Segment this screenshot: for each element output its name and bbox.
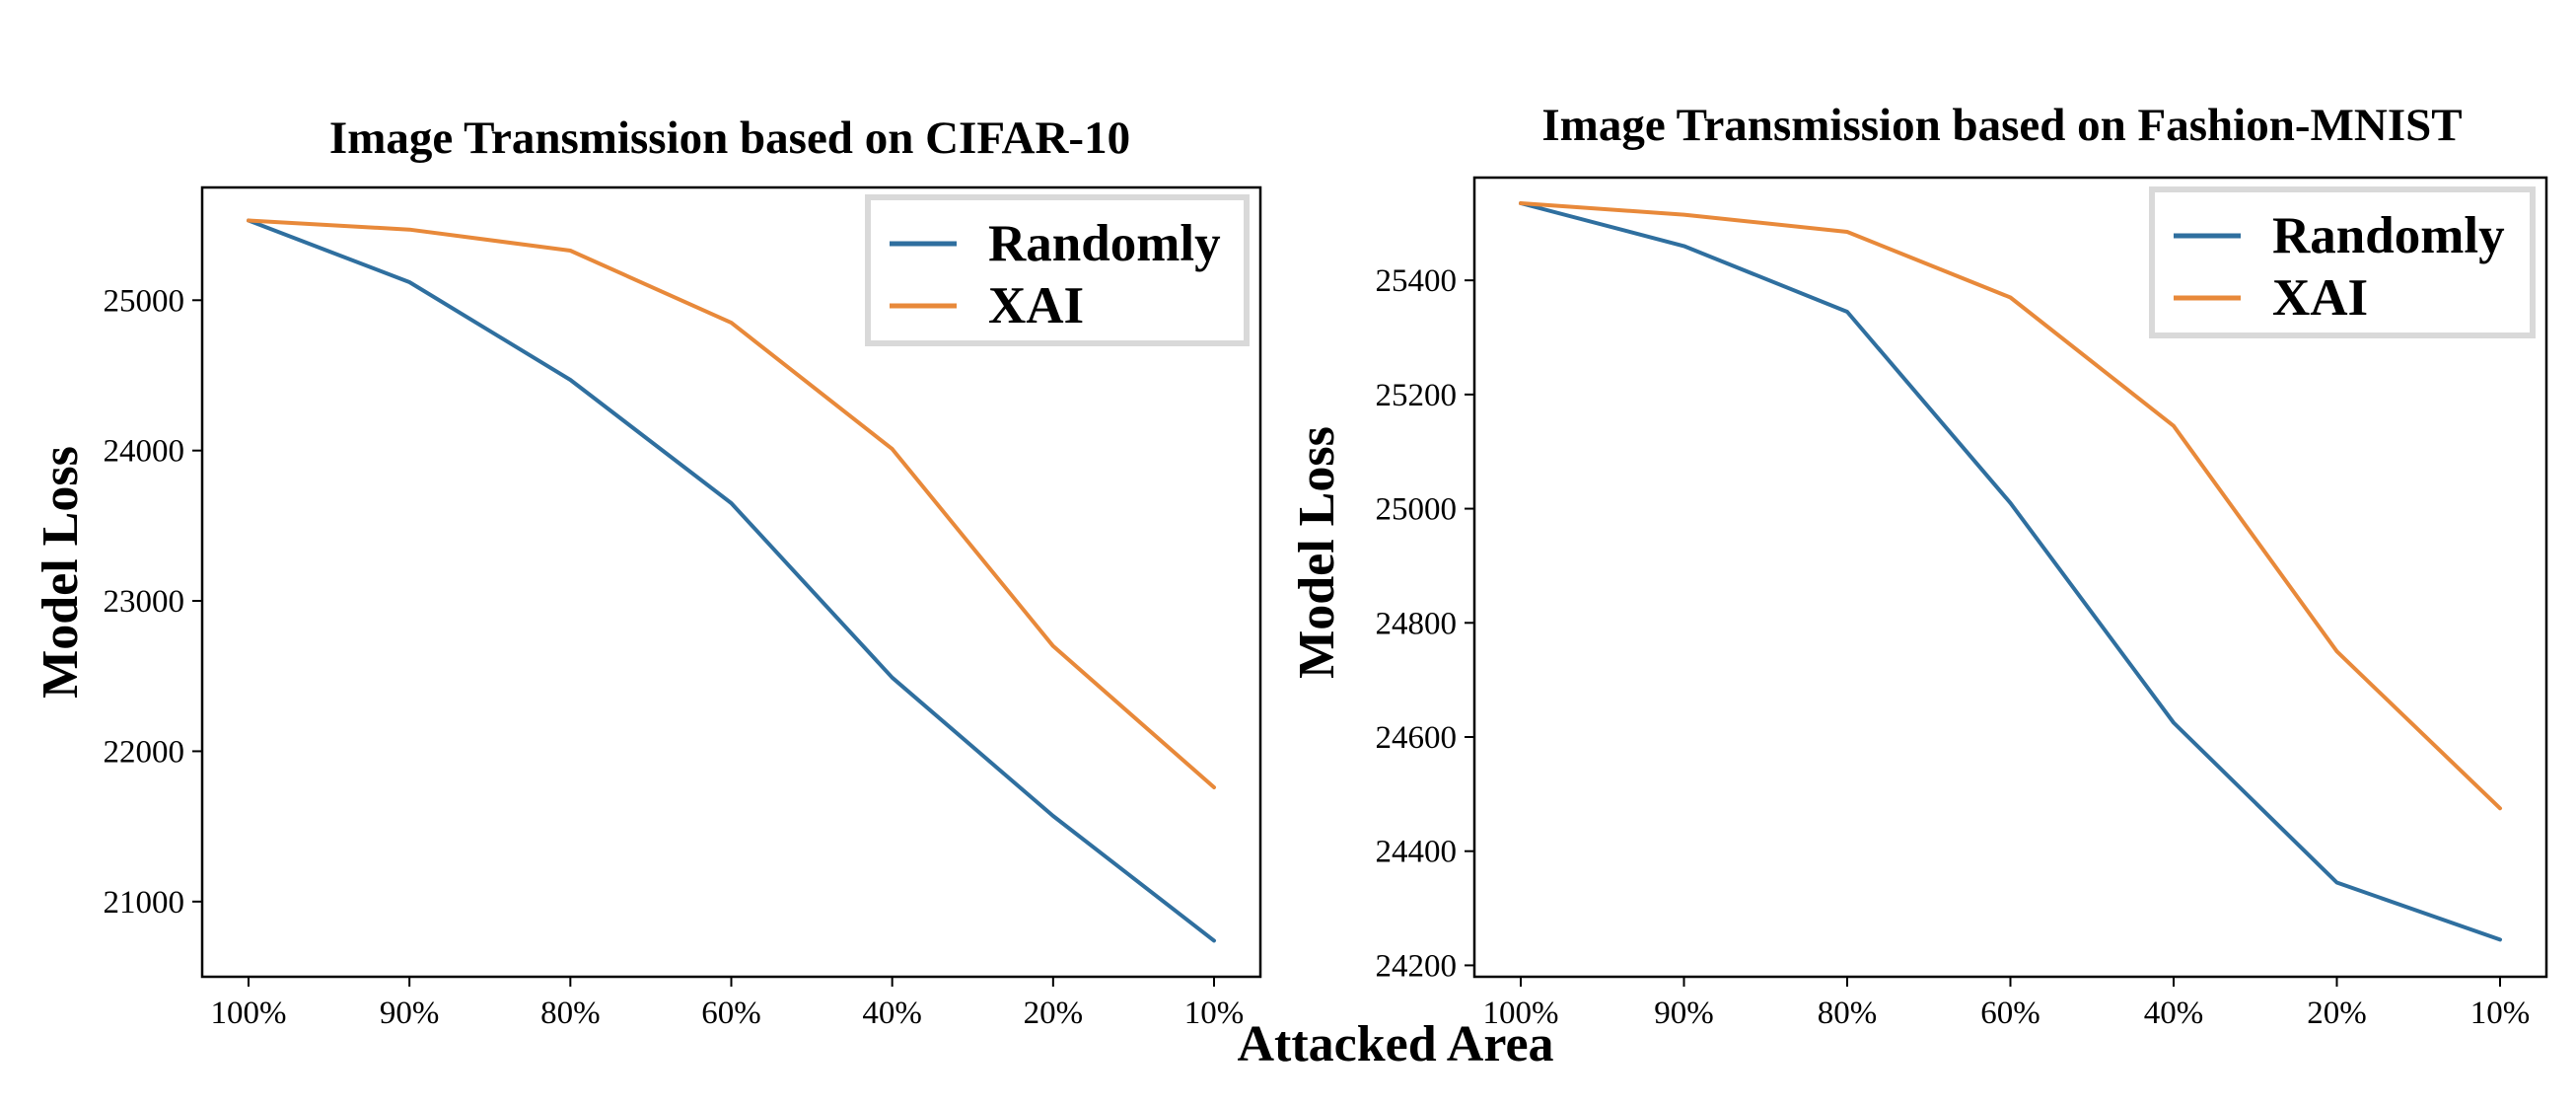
y-tick-label: 24200 <box>1376 948 1458 984</box>
x-tick-label: 10% <box>1184 996 1245 1031</box>
chart-title: Image Transmission based on CIFAR-10 <box>329 112 1130 164</box>
x-tick-label: 90% <box>380 996 440 1031</box>
x-tick-label: 40% <box>862 996 922 1031</box>
series-line-randomly <box>1519 201 2502 942</box>
y-axis-label: Model Loss <box>1289 426 1345 679</box>
series-line-xai <box>247 218 1216 789</box>
legend-frame <box>2149 186 2536 338</box>
x-axis-label: Attacked Area <box>1237 1016 1553 1072</box>
x-tick-label: 90% <box>1654 996 1714 1031</box>
y-tick-label: 24800 <box>1376 606 1458 641</box>
y-tick-label: 25400 <box>1376 263 1458 299</box>
y-tick-label: 25000 <box>1376 492 1458 528</box>
legend-frame <box>865 194 1250 346</box>
x-tick-label: 80% <box>540 996 601 1031</box>
series-line-xai <box>1519 201 2502 811</box>
legend-label-randomly: Randomly <box>988 215 1221 272</box>
y-tick-label: 21000 <box>104 885 185 921</box>
x-tick-label: 60% <box>1980 996 2040 1031</box>
plot-frame <box>1472 176 2548 979</box>
x-tick-label: 10% <box>2470 996 2531 1031</box>
x-tick-label: 40% <box>2144 996 2204 1031</box>
plot-frame <box>200 185 1262 979</box>
y-tick-label: 25000 <box>104 283 185 319</box>
y-tick-label: 24000 <box>104 434 185 470</box>
x-tick-label: 100% <box>1483 996 1559 1031</box>
legend-label-randomly: Randomly <box>2272 207 2505 264</box>
x-tick-label: 80% <box>1818 996 1878 1031</box>
x-tick-label: 100% <box>211 996 287 1031</box>
x-tick-label: 60% <box>701 996 761 1031</box>
y-tick-label: 24400 <box>1376 835 1458 870</box>
y-tick-label: 22000 <box>104 734 185 770</box>
y-tick-label: 25200 <box>1376 378 1458 413</box>
chart-1: Image Transmission based on CIFAR-10 Mode… <box>33 112 1262 1031</box>
y-tick-label: 23000 <box>104 584 185 620</box>
legend-label-xai: XAI <box>2272 269 2368 327</box>
legend-label-xai: XAI <box>988 277 1084 334</box>
y-axis-label: Model Loss <box>33 446 89 699</box>
chart-title: Image Transmission based on Fashion-MNIS… <box>1541 100 2462 151</box>
x-tick-label: 20% <box>2307 996 2367 1031</box>
chart-2: Image Transmission based on Fashion-MNIS… <box>1289 100 2548 1031</box>
x-tick-label: 20% <box>1024 996 1084 1031</box>
y-tick-label: 24600 <box>1376 720 1458 756</box>
series-line-randomly <box>247 218 1216 943</box>
